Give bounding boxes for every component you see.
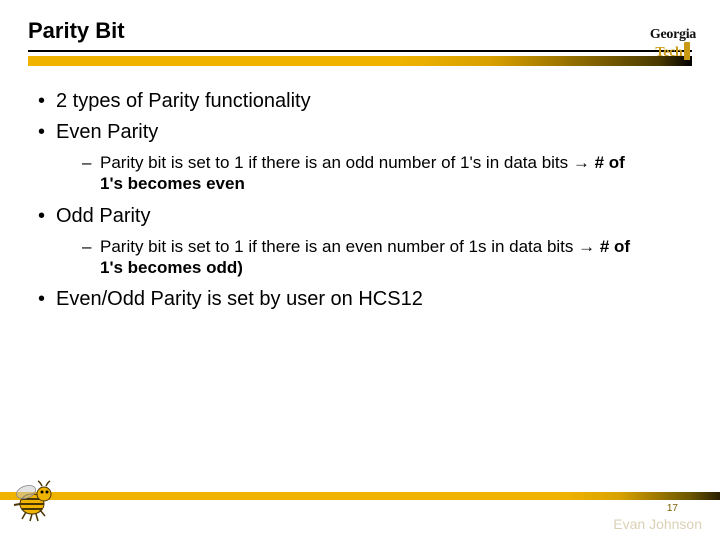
title-row: Parity Bit	[28, 18, 692, 48]
bullet-4: Even/Odd Parity is set by user on HCS12	[34, 286, 652, 313]
logo-line1: Georgia	[650, 28, 696, 42]
mascot-icon	[12, 478, 60, 522]
author-watermark: Evan Johnson	[613, 516, 702, 532]
bullet-2-text: Even Parity	[56, 121, 158, 143]
bullet-list: 2 types of Parity functionality Even Par…	[34, 88, 652, 313]
slide-title: Parity Bit	[28, 18, 692, 48]
slide: Parity Bit Georgia Tech 2 types of Parit…	[0, 0, 720, 540]
content-area: 2 types of Parity functionality Even Par…	[28, 88, 692, 313]
bullet-2-sub: Parity bit is set to 1 if there is an od…	[82, 152, 652, 195]
bullet-2: Even Parity Parity bit is set to 1 if th…	[34, 119, 652, 195]
bullet-3-sub: Parity bit is set to 1 if there is an ev…	[82, 236, 652, 279]
bullet-2-sublist: Parity bit is set to 1 if there is an od…	[82, 152, 652, 195]
bullet-3-text: Odd Parity	[56, 205, 150, 227]
header-gold-bar	[28, 56, 692, 66]
bullet-1: 2 types of Parity functionality	[34, 88, 652, 115]
page-number: 17	[667, 503, 678, 514]
logo-line2-row: Tech	[650, 42, 696, 60]
arrow-icon: →	[578, 237, 595, 256]
bullet-2-sub-plain: Parity bit is set to 1 if there is an od…	[100, 153, 573, 172]
footer-gold-bar	[0, 492, 720, 500]
title-block: Parity Bit	[28, 18, 692, 48]
georgia-tech-logo: Georgia Tech	[650, 28, 696, 60]
arrow-icon: →	[573, 153, 590, 172]
logo-line2: Tech	[655, 45, 682, 60]
bullet-3: Odd Parity Parity bit is set to 1 if the…	[34, 203, 652, 279]
logo-tower-icon	[684, 42, 690, 60]
bullet-3-sublist: Parity bit is set to 1 if there is an ev…	[82, 236, 652, 279]
bullet-3-sub-plain: Parity bit is set to 1 if there is an ev…	[100, 237, 578, 256]
title-underline	[28, 50, 692, 52]
